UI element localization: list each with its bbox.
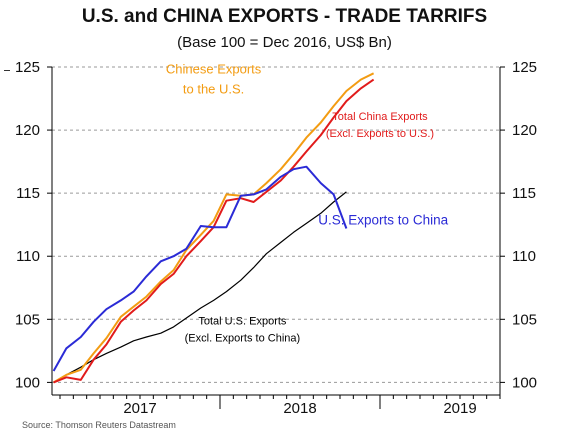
series-line-1 — [53, 72, 375, 384]
series-annotation-3: Total U.S. Exports (Excl. Exports to Chin… — [185, 315, 301, 344]
annotation-line: Chinese Exports — [166, 61, 262, 76]
annotation-line: to the U.S. — [183, 81, 244, 96]
annotation-line: U.S. Exports to China — [318, 213, 448, 228]
series-line-3 — [52, 165, 348, 372]
chart-source: Source: Thomson Reuters Datastream — [22, 420, 176, 430]
y-tick-label-right: 125 — [512, 59, 537, 76]
y-tick-label-right: 115 — [512, 185, 536, 202]
series-annotation-1: Total China Exports (Excl. Exports to U.S… — [326, 111, 434, 140]
annotation-line: Total China Exports — [332, 111, 428, 123]
series-annotation-0: Chinese Exports to the U.S. — [166, 61, 262, 96]
annotation-line: Total U.S. Exports — [198, 315, 287, 327]
x-year-label: 2017 — [123, 400, 156, 417]
y-tick-label-right: 120 — [512, 122, 537, 139]
x-year-label: 2018 — [283, 400, 316, 417]
y-tick-label-left: 125 — [15, 59, 40, 76]
y-tick-label-left: 120 — [15, 122, 40, 139]
chart-title: U.S. and CHINA EXPORTS - TRADE TARRIFS — [81, 6, 488, 27]
chart-subtitle: (Base 100 = Dec 2016, US$ Bn) — [177, 34, 392, 51]
series-line-0 — [53, 191, 347, 383]
y-tick-label-left: 105 — [15, 311, 40, 328]
annotation-line: (Excl. Exports to China) — [185, 332, 301, 344]
y-tick-label-right: 100 — [512, 374, 537, 391]
series-annotation-2: U.S. Exports to China — [318, 213, 448, 228]
y-tick-label-left: 115 — [16, 185, 40, 202]
y-tick-label-left: 100 — [15, 374, 40, 391]
annotation-line: (Excl. Exports to U.S.) — [326, 128, 434, 140]
y-tick-label-left: 110 — [16, 248, 40, 265]
corner-dash-mark — [4, 70, 10, 71]
y-tick-label-right: 105 — [512, 311, 537, 328]
x-year-label: 2019 — [443, 400, 476, 417]
y-tick-label-right: 110 — [512, 248, 536, 265]
